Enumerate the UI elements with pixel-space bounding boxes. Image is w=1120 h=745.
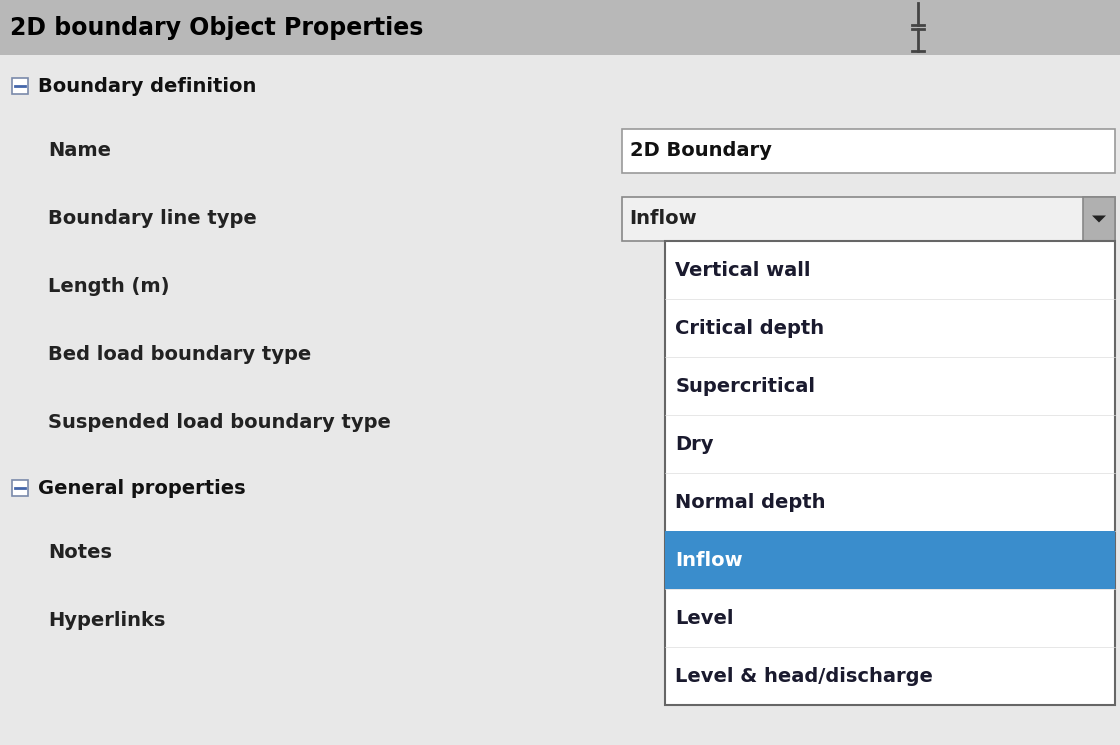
Bar [0, 321, 1120, 389]
Bar [0, 587, 1120, 655]
Bar [0, 0, 1120, 55]
Text: Vertical wall: Vertical wall [675, 261, 811, 279]
Bar [622, 197, 1116, 241]
Bar [0, 389, 1120, 457]
Text: Length (m): Length (m) [48, 277, 169, 297]
Bar [12, 480, 28, 496]
Text: Notes: Notes [48, 544, 112, 562]
Text: 2D Boundary: 2D Boundary [629, 142, 772, 160]
Text: Level & head/discharge: Level & head/discharge [675, 667, 933, 685]
Text: Inflow: Inflow [629, 209, 698, 229]
Text: Hyperlinks: Hyperlinks [48, 612, 166, 630]
Bar [0, 457, 1120, 519]
Bar [0, 117, 1120, 185]
Text: 2D boundary Object Properties: 2D boundary Object Properties [10, 16, 423, 39]
Text: Suspended load boundary type: Suspended load boundary type [48, 413, 391, 433]
Text: General properties: General properties [38, 478, 245, 498]
Bar [0, 55, 1120, 117]
Bar [665, 531, 1116, 589]
Text: Level: Level [675, 609, 734, 627]
Bar [0, 253, 1120, 321]
Bar [0, 185, 1120, 253]
Text: Bed load boundary type: Bed load boundary type [48, 346, 311, 364]
Text: Dry: Dry [675, 434, 713, 454]
Text: Boundary definition: Boundary definition [38, 77, 256, 95]
Bar [0, 655, 1120, 745]
Text: Name: Name [48, 142, 111, 160]
Bar [0, 519, 1120, 587]
Text: Boundary line type: Boundary line type [48, 209, 256, 229]
Text: Normal depth: Normal depth [675, 492, 825, 512]
Polygon shape [1092, 215, 1105, 223]
Bar [1083, 197, 1116, 241]
Text: Supercritical: Supercritical [675, 377, 815, 396]
Bar [665, 241, 1116, 705]
Bar [622, 129, 1116, 173]
Bar [12, 78, 28, 94]
Text: Critical depth: Critical depth [675, 319, 824, 337]
Text: Inflow: Inflow [675, 551, 743, 570]
